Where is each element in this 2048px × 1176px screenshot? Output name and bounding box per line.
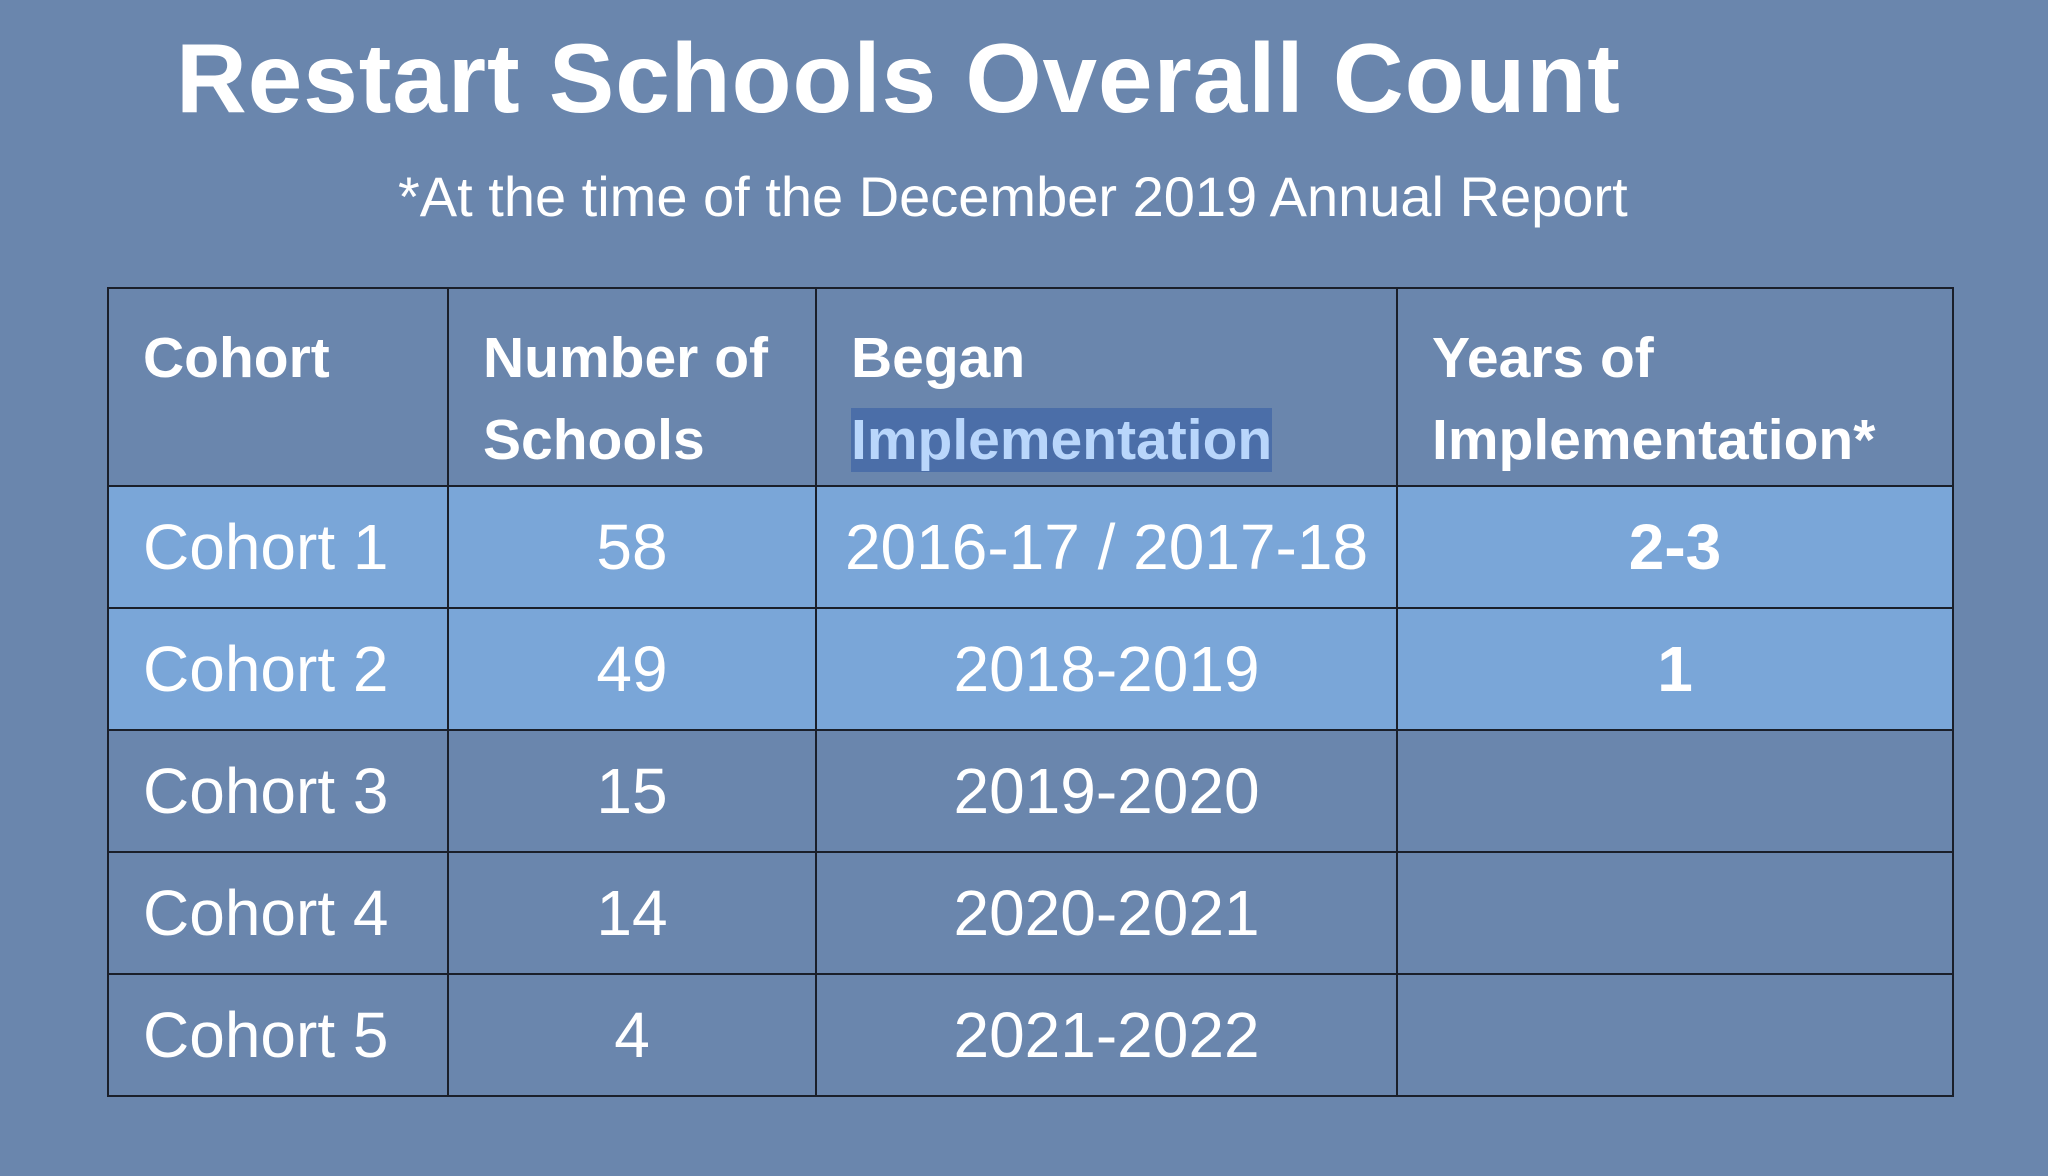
cell-years: 1 xyxy=(1396,607,1954,731)
cell-years xyxy=(1396,729,1954,853)
table-row: Cohort 5 4 2021-2022 xyxy=(107,973,1954,1097)
cell-began: 2019-2020 xyxy=(815,729,1398,853)
cell-schools: 58 xyxy=(447,485,817,609)
cell-schools: 15 xyxy=(447,729,817,853)
cell-cohort: Cohort 5 xyxy=(107,973,449,1097)
cell-cohort: Cohort 1 xyxy=(107,485,449,609)
header-years-line1: Years of xyxy=(1432,326,1654,390)
header-schools-line1: Number of xyxy=(483,326,768,390)
table-row: Cohort 1 58 2016-17 / 2017-18 2-3 xyxy=(107,485,1954,609)
cell-schools: 4 xyxy=(447,973,817,1097)
cell-cohort: Cohort 4 xyxy=(107,851,449,975)
slide-title: Restart Schools Overall Count xyxy=(176,23,1621,133)
cell-began: 2020-2021 xyxy=(815,851,1398,975)
header-schools-line2: Schools xyxy=(483,408,705,472)
cell-began: 2018-2019 xyxy=(815,607,1398,731)
header-years-line2: Implementation* xyxy=(1432,408,1876,472)
cell-began: 2021-2022 xyxy=(815,973,1398,1097)
cell-schools: 14 xyxy=(447,851,817,975)
table-row: Cohort 2 49 2018-2019 1 xyxy=(107,607,1954,731)
cell-years xyxy=(1396,851,1954,975)
header-number-of-schools: Number of Schools xyxy=(447,287,817,487)
header-began-implementation: Began Implementation xyxy=(815,287,1398,487)
cell-began: 2016-17 / 2017-18 xyxy=(815,485,1398,609)
cell-years xyxy=(1396,973,1954,1097)
cell-years: 2-3 xyxy=(1396,485,1954,609)
header-cohort: Cohort xyxy=(107,287,449,487)
cell-cohort: Cohort 3 xyxy=(107,729,449,853)
slide-subtitle: *At the time of the December 2019 Annual… xyxy=(398,165,1628,228)
header-began-line1: Began xyxy=(851,326,1026,390)
cohort-table: Cohort Number of Schools Began Implementat… xyxy=(107,287,1954,1097)
header-years-of-implementation: Years of Implementation* xyxy=(1396,287,1954,487)
cell-cohort: Cohort 2 xyxy=(107,607,449,731)
table-row: Cohort 3 15 2019-2020 xyxy=(107,729,1954,853)
table-header-row: Cohort Number of Schools Began Implementat… xyxy=(107,287,1954,487)
header-cohort-label: Cohort xyxy=(143,326,330,390)
table-row: Cohort 4 14 2020-2021 xyxy=(107,851,1954,975)
cell-schools: 49 xyxy=(447,607,817,731)
selected-text[interactable]: Implementation xyxy=(851,408,1273,472)
